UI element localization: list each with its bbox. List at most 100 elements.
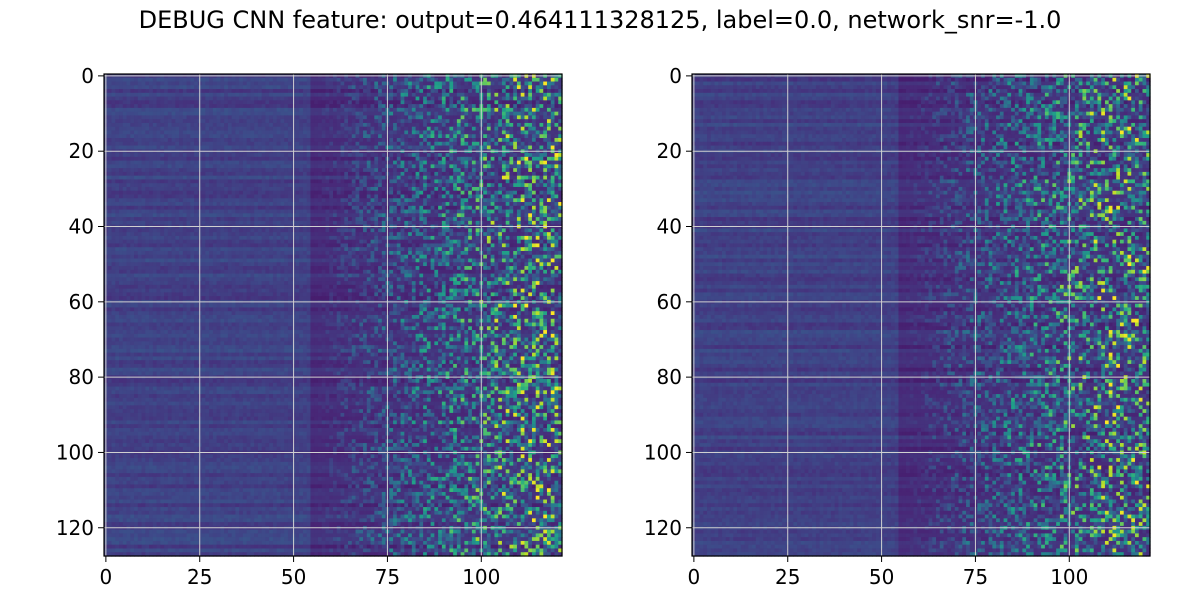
heatmap-cell [186, 213, 191, 218]
heatmap-cell [505, 179, 511, 184]
heatmap-cell [276, 85, 282, 90]
heatmap-cell [137, 89, 143, 94]
heatmap-cell [539, 85, 544, 90]
heatmap-cell [209, 168, 214, 173]
heatmap-cell [486, 153, 492, 158]
heatmap-cell [359, 213, 364, 218]
heatmap-cell [321, 179, 327, 184]
heatmap-cell [205, 92, 210, 98]
heatmap-cell [302, 119, 308, 124]
heatmap-cell [546, 205, 552, 211]
heatmap-cell [167, 194, 173, 199]
heatmap-cell [171, 171, 176, 177]
heatmap-cell [231, 126, 236, 132]
heatmap-cell [381, 153, 387, 158]
heatmap-cell [287, 138, 293, 143]
heatmap-cell [119, 183, 124, 188]
heatmap-cell [475, 134, 481, 139]
heatmap-cell [494, 160, 499, 165]
heatmap-cell [351, 134, 357, 139]
heatmap-cell [475, 156, 481, 162]
heatmap-cell [378, 130, 383, 135]
heatmap-cell [411, 186, 417, 192]
heatmap-cell [449, 145, 454, 150]
heatmap-cell [325, 134, 330, 139]
heatmap-cell [137, 213, 143, 218]
heatmap-cell [216, 164, 221, 169]
heatmap-cell [209, 119, 214, 124]
heatmap-cell [126, 164, 131, 169]
heatmap-cell [205, 89, 210, 94]
heatmap-cell [483, 115, 488, 120]
heatmap-cell [539, 217, 544, 222]
heatmap-cell [235, 209, 240, 214]
heatmap-cell [498, 141, 503, 147]
heatmap-cell [130, 81, 135, 86]
heatmap-cell [190, 194, 195, 199]
heatmap-cell [408, 107, 413, 113]
heatmap-cell [520, 179, 526, 184]
heatmap-cell [389, 85, 394, 90]
heatmap-cell [137, 217, 143, 222]
heatmap-cell [190, 153, 195, 158]
heatmap-cell [149, 122, 154, 128]
heatmap-cell [126, 119, 131, 124]
heatmap-cell [164, 213, 169, 218]
heatmap-cell [344, 179, 349, 184]
heatmap-cell [317, 85, 323, 90]
heatmap-cell [261, 220, 267, 226]
heatmap-cell [483, 220, 488, 226]
heatmap-cell [344, 198, 349, 203]
heatmap-cell [366, 119, 372, 124]
heatmap-cell [227, 183, 233, 188]
heatmap-cell [137, 164, 143, 169]
heatmap-cell [426, 190, 432, 196]
heatmap-cell [224, 107, 229, 113]
heatmap-cell [175, 134, 180, 139]
heatmap-cell [205, 122, 210, 128]
heatmap-cell [546, 175, 552, 181]
heatmap-cell [314, 111, 319, 117]
heatmap-cell [460, 145, 465, 150]
heatmap-cell [212, 92, 218, 98]
heatmap-cell [445, 92, 450, 98]
heatmap-cell [152, 205, 158, 211]
heatmap-cell [171, 100, 176, 105]
heatmap-cell [363, 220, 368, 226]
heatmap-cell [216, 205, 221, 211]
heatmap-cell [141, 160, 146, 165]
heatmap-cell [486, 220, 492, 226]
heatmap-cell [231, 205, 236, 211]
heatmap-cell [134, 153, 139, 158]
heatmap-cell [130, 134, 135, 139]
heatmap-cell [306, 183, 312, 188]
heatmap-cell [419, 194, 424, 199]
heatmap-cell [393, 198, 398, 203]
heatmap-cell [456, 122, 462, 128]
heatmap-cell [464, 145, 469, 150]
heatmap-cell [287, 171, 293, 177]
heatmap-cell [378, 153, 383, 158]
heatmap-cell [134, 100, 139, 105]
heatmap-cell [535, 183, 541, 188]
heatmap-cell [299, 119, 304, 124]
heatmap-cell [171, 130, 176, 135]
heatmap-cell [261, 175, 267, 181]
heatmap-cell [494, 81, 499, 86]
heatmap-cell [227, 186, 233, 192]
heatmap-cell [164, 104, 169, 109]
heatmap-cell [149, 107, 154, 113]
heatmap-cell [528, 198, 533, 203]
heatmap-cell [546, 96, 552, 101]
heatmap-cell [302, 209, 308, 214]
heatmap-cell [468, 190, 473, 196]
heatmap-cell [494, 198, 499, 203]
heatmap-cell [348, 171, 353, 177]
heatmap-cell [528, 179, 533, 184]
heatmap-cell [438, 156, 443, 162]
heatmap-cell [115, 77, 120, 83]
heatmap-cell [321, 126, 327, 132]
heatmap-cell [152, 111, 158, 117]
heatmap-cell [115, 168, 120, 173]
heatmap-cell [453, 89, 458, 94]
